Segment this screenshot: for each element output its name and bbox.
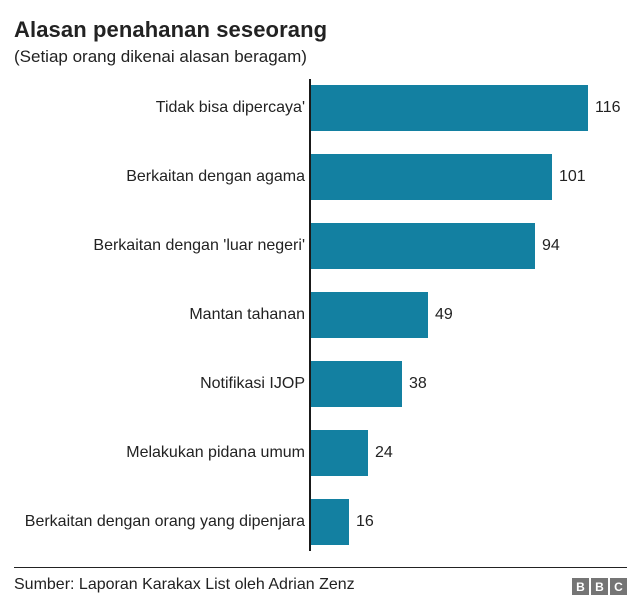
bar-track: 49	[311, 292, 640, 338]
chart-title: Alasan penahanan seseorang	[14, 17, 328, 42]
bar-row: Notifikasi IJOP 38	[0, 361, 640, 407]
bar-category-label: Notifikasi IJOP	[200, 375, 305, 393]
bar-value-label: 49	[435, 306, 453, 323]
bar-row: Berkaitan dengan 'luar negeri' 94	[0, 223, 640, 269]
bbc-logo-block: C	[610, 578, 627, 595]
bar-row: Tidak bisa dipercaya' 116	[0, 85, 640, 131]
bar-track: 38	[311, 361, 640, 407]
y-axis-line	[309, 79, 311, 551]
bar-track: 94	[311, 223, 640, 269]
bar-category-label: Mantan tahanan	[189, 306, 305, 324]
footer-divider	[14, 567, 627, 568]
bar-row: Berkaitan dengan agama 101	[0, 154, 640, 200]
bar	[311, 154, 552, 200]
bar-value-label: 94	[542, 237, 560, 254]
chart-header: Alasan penahanan seseorang (Setiap orang…	[14, 16, 626, 67]
bar-value-label: 16	[356, 513, 374, 530]
bar	[311, 361, 402, 407]
bar-category-label: Melakukan pidana umum	[126, 444, 305, 462]
bar-track: 116	[311, 85, 640, 131]
bar	[311, 85, 588, 131]
source-text: Sumber: Laporan Karakax List oleh Adrian…	[14, 576, 355, 593]
bar-row: Berkaitan dengan orang yang dipenjara 16	[0, 499, 640, 545]
bar-value-label: 101	[559, 168, 586, 185]
bbc-logo-block: B	[572, 578, 589, 595]
bar-value-label: 24	[375, 444, 393, 461]
bar-track: 24	[311, 430, 640, 476]
bar-category-label: Tidak bisa dipercaya'	[155, 99, 305, 117]
bar-track: 16	[311, 499, 640, 545]
chart-subtitle: (Setiap orang dikenai alasan beragam)	[14, 46, 307, 66]
bar-category-label: Berkaitan dengan 'luar negeri'	[93, 237, 305, 255]
bbc-logo-block: B	[591, 578, 608, 595]
bar	[311, 499, 349, 545]
bar	[311, 292, 428, 338]
bar-row: Melakukan pidana umum 24	[0, 430, 640, 476]
bar-row: Mantan tahanan 49	[0, 292, 640, 338]
bar	[311, 223, 535, 269]
bar-track: 101	[311, 154, 640, 200]
bar	[311, 430, 368, 476]
bar-value-label: 116	[595, 99, 621, 116]
bar-rows: Tidak bisa dipercaya' 116 Berkaitan dengan…	[0, 85, 640, 568]
bar-category-label: Berkaitan dengan orang yang dipenjara	[24, 513, 305, 531]
bar-value-label: 38	[409, 375, 427, 392]
bar-chart: Tidak bisa dipercaya' 116 Berkaitan dengan…	[0, 79, 640, 568]
bar-category-label: Berkaitan dengan agama	[126, 168, 305, 186]
